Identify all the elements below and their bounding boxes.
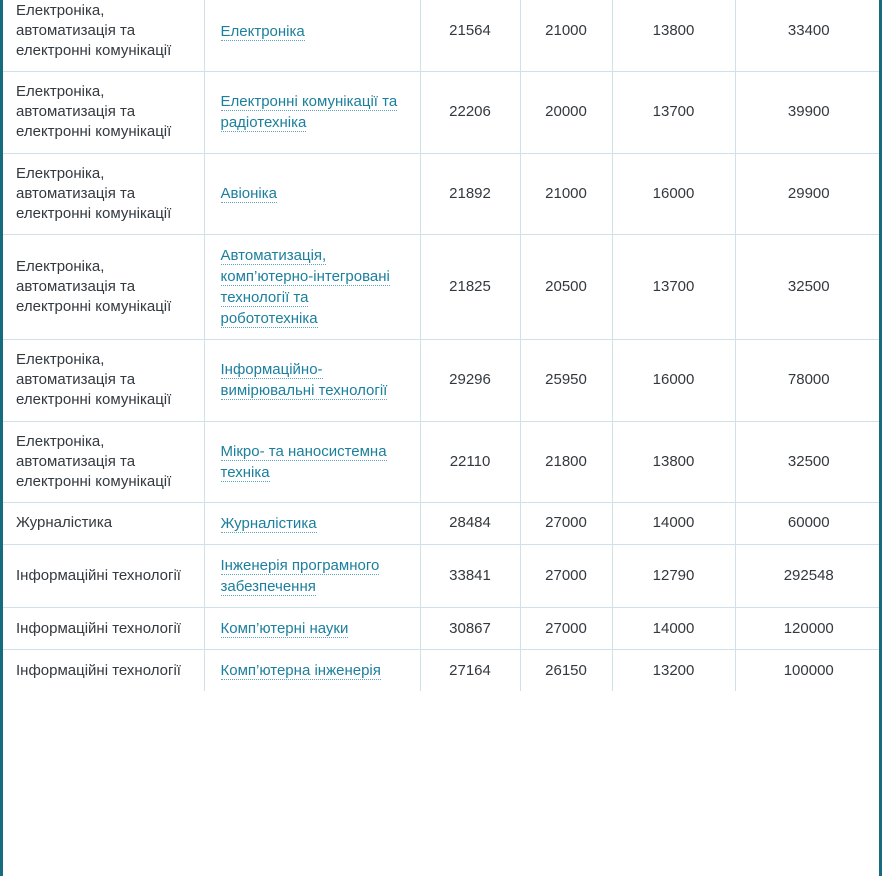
cell-branch-of-knowledge: Електроніка, автоматизація та електронні… [0,339,205,421]
specialties-table: Електроніка, автоматизація та електронні… [0,0,882,692]
cell-budget-score: 27000 [520,501,613,545]
cell-max-tuition: 39900 [735,71,882,154]
cell-specialty: Електронні комунікації та радіотехніка [204,71,421,154]
table-row: Електроніка, автоматизація та електронні… [0,339,882,421]
cell-budget-score: 20000 [520,71,613,154]
table-row: Інформаційні технології Інженерія програм… [0,543,882,608]
table-row: Електроніка, автоматизація та електронні… [0,233,882,340]
cell-branch-of-knowledge: Електроніка, автоматизація та електронні… [0,233,205,340]
cell-min-tuition: 14000 [612,501,736,545]
cell-budget-score: 27000 [520,607,613,650]
cell-specialty: Електроніка [204,0,421,72]
table-row: Електроніка, автоматизація та електронні… [0,0,882,72]
cell-budget-score: 25950 [520,339,613,421]
cell-min-tuition: 14000 [612,607,736,650]
cell-max-tuition: 78000 [735,339,882,421]
cell-min-tuition: 12790 [612,543,736,608]
table-body: Електроніка, автоматизація та електронні… [0,0,882,692]
cell-specialty: Автоматизація, комп’ютерно-інтегровані т… [204,233,421,340]
cell-branch-of-knowledge: Електроніка, автоматизація та електронні… [0,152,205,235]
cell-max-tuition: 33400 [735,0,882,72]
cell-budget-score: 21000 [520,0,613,72]
cell-branch-of-knowledge: Електроніка, автоматизація та електронні… [0,0,205,72]
cell-competition-score: 27164 [420,649,521,692]
specialty-link[interactable]: Комп’ютерна інженерія [220,662,381,681]
table-row: Інформаційні технології Комп’ютерна інжен… [0,649,882,692]
cell-specialty: Комп’ютерні науки [204,607,421,650]
cell-max-tuition: 32500 [735,420,882,503]
cell-budget-score: 27000 [520,543,613,608]
table-row: Електроніка, автоматизація та електронні… [0,420,882,503]
cell-competition-score: 28484 [420,501,521,545]
cell-competition-score: 21892 [420,152,521,235]
cell-min-tuition: 16000 [612,152,736,235]
specialty-link[interactable]: Комп’ютерні науки [220,620,349,639]
cell-competition-score: 21564 [420,0,521,72]
cell-min-tuition: 13700 [612,71,736,154]
cell-branch-of-knowledge: Інформаційні технології [0,543,205,608]
specialty-link[interactable]: Автоматизація, комп’ютерно-інтегровані т… [220,246,390,329]
cell-budget-score: 21000 [520,152,613,235]
cell-branch-of-knowledge: Журналістика [0,501,205,545]
specialty-link[interactable]: Журналістика [220,514,317,533]
cell-specialty: Інформаційно-вимірювальні технології [204,339,421,421]
cell-budget-score: 20500 [520,233,613,340]
cell-branch-of-knowledge: Інформаційні технології [0,649,205,692]
cell-budget-score: 21800 [520,420,613,503]
cell-max-tuition: 32500 [735,233,882,340]
cell-competition-score: 21825 [420,233,521,340]
cell-budget-score: 26150 [520,649,613,692]
cell-max-tuition: 29900 [735,152,882,235]
cell-min-tuition: 16000 [612,339,736,421]
specialty-link[interactable]: Інженерія програмного забезпечення [220,556,380,596]
table-row: Журналістика Журналістика 28484 27000 14000 6… [0,501,882,545]
specialty-link[interactable]: Мікро- та наносистемна техніка [220,442,387,482]
cell-competition-score: 30867 [420,607,521,650]
cell-min-tuition: 13800 [612,0,736,72]
specialty-link[interactable]: Авіоніка [220,185,277,204]
table-right-border [879,0,882,876]
cell-branch-of-knowledge: Електроніка, автоматизація та електронні… [0,420,205,503]
table-left-border [0,0,3,876]
cell-specialty: Журналістика [204,501,421,545]
cell-max-tuition: 60000 [735,501,882,545]
cell-competition-score: 22206 [420,71,521,154]
cell-specialty: Авіоніка [204,152,421,235]
cell-competition-score: 33841 [420,543,521,608]
table-row: Інформаційні технології Комп’ютерні науки… [0,607,882,650]
cell-min-tuition: 13200 [612,649,736,692]
cell-max-tuition: 292548 [735,543,882,608]
specialty-link[interactable]: Електроніка [220,22,305,41]
cell-max-tuition: 100000 [735,649,882,692]
cell-competition-score: 22110 [420,420,521,503]
cell-min-tuition: 13700 [612,233,736,340]
cell-max-tuition: 120000 [735,607,882,650]
specialty-link[interactable]: Інформаційно-вимірювальні технології [220,361,388,401]
cell-specialty: Комп’ютерна інженерія [204,649,421,692]
cell-specialty: Мікро- та наносистемна техніка [204,420,421,503]
cell-branch-of-knowledge: Інформаційні технології [0,607,205,650]
cell-min-tuition: 13800 [612,420,736,503]
cell-branch-of-knowledge: Електроніка, автоматизація та електронні… [0,71,205,154]
table-row: Електроніка, автоматизація та електронні… [0,71,882,154]
cell-competition-score: 29296 [420,339,521,421]
cell-specialty: Інженерія програмного забезпечення [204,543,421,608]
table-row: Електроніка, автоматизація та електронні… [0,152,882,235]
specialty-link[interactable]: Електронні комунікації та радіотехніка [220,93,398,133]
